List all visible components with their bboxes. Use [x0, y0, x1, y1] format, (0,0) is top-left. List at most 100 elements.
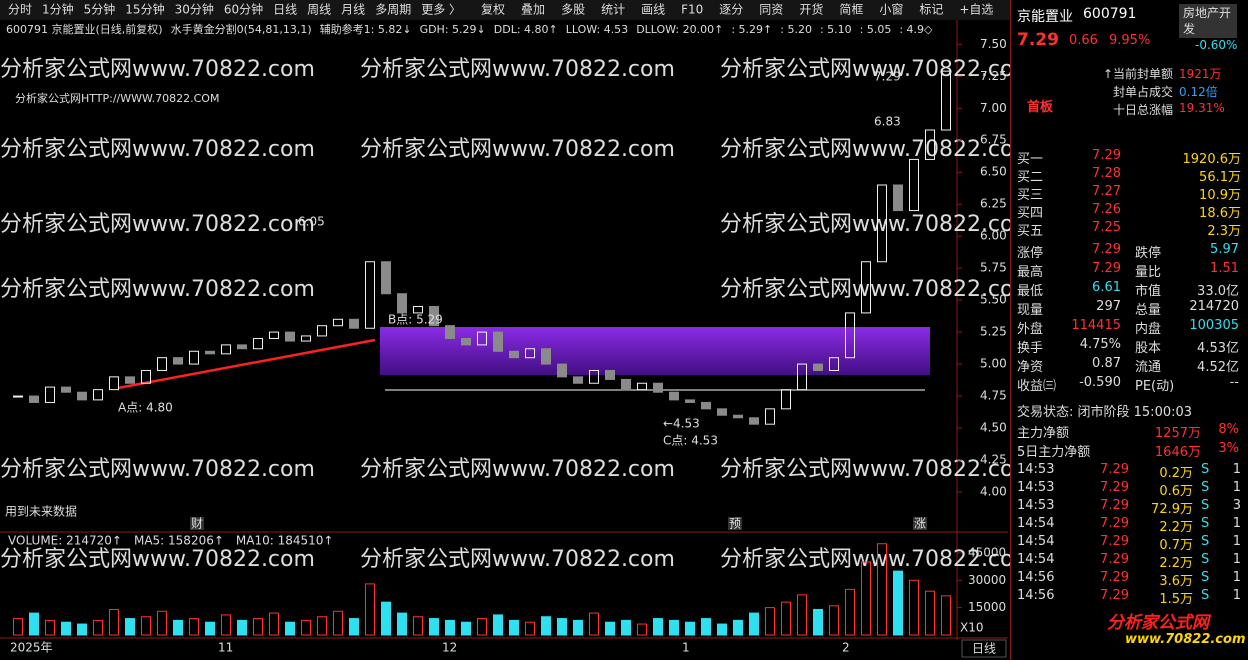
watermark: 分析家公式网www.70822.com: [0, 212, 315, 237]
period-tab[interactable]: 30分钟: [175, 2, 214, 17]
volume-bar: [253, 618, 263, 636]
trade-side: S: [1201, 480, 1210, 495]
stat-label: 涨停: [1017, 246, 1044, 261]
trade-time: 14:53: [1017, 462, 1055, 477]
annotation: 6.05: [298, 215, 325, 229]
tool-button[interactable]: 多股: [561, 3, 585, 17]
trade-volume: 0.6万: [1159, 484, 1193, 499]
candle: [413, 306, 423, 314]
trade-volume: 1.5万: [1159, 592, 1193, 607]
seal-label: 封单占成交: [1112, 85, 1173, 99]
volume-bar: [445, 619, 455, 636]
volume-bar: [925, 590, 935, 636]
book-label: 买三: [1017, 188, 1044, 203]
volume-bar: [429, 618, 439, 636]
y-tick-label: 30000: [968, 573, 1006, 587]
y-tick-label: 5.25: [980, 325, 1007, 339]
marker-bg: [728, 517, 742, 530]
volume-bar: [333, 610, 343, 636]
tool-button[interactable]: 复权: [481, 3, 505, 17]
tool-button[interactable]: 标记: [919, 3, 943, 17]
stat-value: 5.97: [1210, 242, 1239, 257]
y-tick-label: 7.50: [980, 37, 1007, 51]
book-price: 7.28: [1092, 166, 1121, 181]
period-tab[interactable]: 日线: [273, 3, 297, 17]
watermark: 分析家公式网www.70822.com: [720, 57, 1010, 82]
volume-bar: [637, 623, 647, 636]
tool-button[interactable]: +自选: [959, 3, 993, 17]
period-tab[interactable]: 分时: [8, 3, 32, 17]
tool-button[interactable]: F10: [681, 3, 703, 17]
candle: [877, 184, 887, 263]
watermark: 分析家公式网www.70822.com: [720, 277, 1010, 302]
tool-button[interactable]: 统计: [601, 3, 625, 17]
candle: [317, 325, 327, 337]
tool-button[interactable]: 逐分: [719, 3, 743, 17]
candle: [493, 331, 503, 352]
candle: [461, 337, 471, 346]
trade-side: S: [1201, 462, 1210, 477]
volume-bar: [189, 618, 199, 636]
candle: [685, 399, 695, 403]
indicator-label: 600791 京能置业(日线,前复权): [6, 22, 163, 36]
tool-button[interactable]: 开货: [799, 2, 823, 17]
indicator-label: LLOW: 4.53: [566, 23, 628, 36]
book-volume: 1920.6万: [1182, 152, 1242, 167]
indicator-label: : 5.10: [820, 23, 852, 36]
watermark: 分析家公式网www.70822.com: [720, 212, 1010, 237]
volume-bar: [365, 583, 375, 636]
volume-bar: [605, 621, 615, 636]
volume-bar: [541, 616, 551, 636]
period-box: [961, 639, 1007, 658]
candle: [221, 344, 231, 355]
stat-label: 流通: [1135, 360, 1162, 375]
period-tab[interactable]: 60分钟: [224, 2, 263, 17]
y-tick-label: 4.50: [980, 421, 1007, 435]
period-tab[interactable]: 5分钟: [84, 2, 116, 17]
y-tick-label: 15000: [968, 600, 1006, 614]
trade-side: S: [1201, 588, 1210, 603]
period-tab[interactable]: 15分钟: [125, 2, 164, 17]
y-tick-label: 5.75: [980, 261, 1007, 275]
period-tab[interactable]: 1分钟: [42, 2, 74, 17]
candle: [717, 408, 727, 416]
volume-bar: [397, 612, 407, 636]
tool-button[interactable]: 叠加: [521, 3, 545, 17]
volume-bar: [29, 612, 39, 636]
book-label: 买一: [1017, 152, 1044, 167]
period-tab[interactable]: 多周期: [375, 3, 411, 17]
volume-bar: [477, 618, 487, 636]
tool-button[interactable]: 画线: [641, 3, 665, 17]
trade-time: 14:53: [1017, 480, 1055, 495]
volume-label: MA5: 158206↑: [134, 534, 224, 548]
logo-url: www.70822.com: [1121, 632, 1248, 647]
tool-button[interactable]: 同资: [759, 3, 783, 17]
stat-value: --: [1229, 375, 1239, 390]
volume-bar: [749, 612, 759, 636]
stat-value: 0.87: [1092, 356, 1121, 371]
book-volume: 56.1万: [1199, 170, 1241, 185]
stock-code: 600791: [1083, 6, 1137, 22]
volume-bar: [877, 543, 887, 636]
book-volume: 18.6万: [1199, 206, 1241, 221]
annotation: C点: 4.53: [663, 434, 718, 448]
period-tab[interactable]: 周线: [307, 3, 331, 17]
tool-button[interactable]: 返回: [1009, 3, 1010, 17]
tool-button[interactable]: 小窗: [879, 3, 903, 17]
price: 7.29: [1017, 30, 1059, 50]
tool-button[interactable]: 简框: [839, 3, 863, 17]
volume-bar: [301, 619, 311, 636]
candle: [925, 129, 935, 160]
marker: 涨: [914, 516, 926, 531]
watermark: 分析家公式网www.70822.com: [360, 457, 675, 482]
trade-price: 7.29: [1100, 498, 1129, 513]
stat-label: 换手: [1017, 341, 1044, 356]
watermark: 分析家公式网www.70822.com: [0, 277, 315, 302]
volume-bar: [525, 621, 535, 636]
volume-bar: [349, 618, 359, 636]
period-tab[interactable]: 月线: [341, 3, 365, 17]
period-tab[interactable]: 更多 〉: [421, 3, 461, 17]
candle: [77, 391, 87, 401]
volume-bar: [461, 621, 471, 636]
y-tick-label: 6.00: [980, 229, 1007, 243]
